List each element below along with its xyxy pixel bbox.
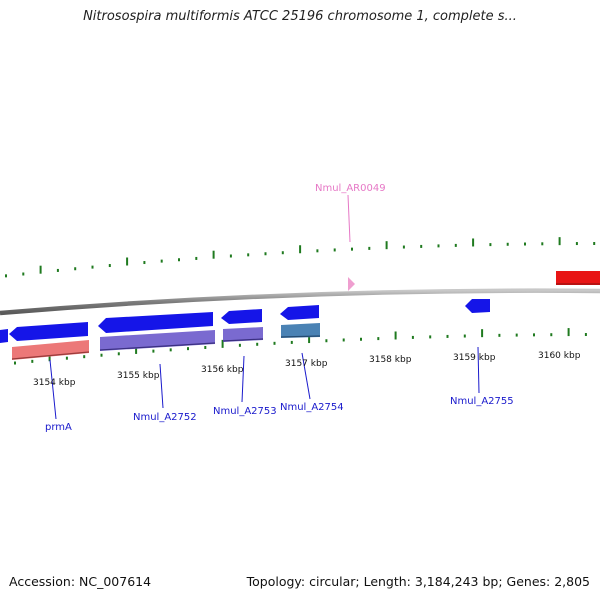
accession-text: Accession: NC_007614: [9, 574, 152, 589]
chromosome-backbone: [0, 288, 600, 316]
gene-label-prmA[interactable]: prmA: [45, 422, 72, 433]
gene-partial-left[interactable]: [0, 329, 8, 343]
gene-Nmul_A2752[interactable]: [98, 312, 213, 333]
gene-features: [0, 271, 600, 360]
gc-ticks-upper: [5, 237, 596, 278]
axis-tick-3156: 3156 kbp: [201, 365, 244, 375]
gene-Nmul_A2753-product[interactable]: [223, 327, 263, 342]
gene-labels: prmA Nmul_A2752 Nmul_A2753 Nmul_A2754 Nm…: [45, 183, 514, 433]
gene-label-Nmul_A2753[interactable]: Nmul_A2753: [213, 406, 277, 417]
gene-label-Nmul_A2754[interactable]: Nmul_A2754: [280, 402, 344, 413]
axis-tick-3155: 3155 kbp: [117, 371, 160, 381]
gene-Nmul_A2752-product[interactable]: [100, 330, 215, 351]
topology-text: Topology: circular; Length: 3,184,243 bp…: [246, 574, 590, 589]
gene-label-Nmul_A2752[interactable]: Nmul_A2752: [133, 412, 197, 423]
gene-Nmul_A2753[interactable]: [221, 309, 262, 324]
gene-Nmul_A2754[interactable]: [280, 305, 319, 320]
gene-label-Nmul_A2755[interactable]: Nmul_A2755: [450, 396, 514, 407]
axis-tick-3160: 3160 kbp: [538, 351, 581, 361]
axis-tick-3154: 3154 kbp: [33, 378, 76, 388]
gene-prmA[interactable]: [9, 322, 88, 341]
gene-Nmul_A2754-product[interactable]: [281, 323, 320, 338]
map-title: Nitrosospira multiformis ATCC 25196 chro…: [83, 9, 517, 24]
label-connectors: [49, 194, 480, 420]
gene-Nmul_A2755[interactable]: [465, 299, 490, 313]
axis-tick-3159: 3159 kbp: [453, 353, 496, 363]
axis-tick-3158: 3158 kbp: [369, 355, 412, 365]
gene-partial-right[interactable]: [556, 271, 600, 285]
gene-prmA-product[interactable]: [12, 340, 89, 360]
axis-tick-3157: 3157 kbp: [285, 359, 328, 369]
rna-Nmul_AR0049[interactable]: [348, 277, 355, 291]
axis-labels: 3154 kbp 3155 kbp 3156 kbp 3157 kbp 3158…: [33, 351, 581, 388]
gene-label-Nmul_AR0049[interactable]: Nmul_AR0049: [315, 183, 386, 194]
